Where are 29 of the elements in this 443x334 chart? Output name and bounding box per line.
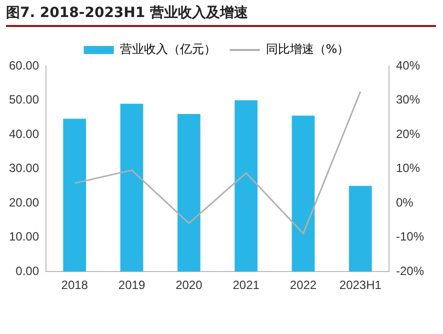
bar	[177, 114, 200, 272]
bar	[120, 104, 144, 272]
x-tick-label: 2019	[118, 278, 146, 292]
y-tick-label: 40.00	[9, 126, 40, 141]
legend-label: 营业收入（亿元）	[120, 42, 216, 56]
chart-title: 图7. 2018-2023H1 营业收入及增速	[6, 4, 436, 27]
y2-tick-label: -20%	[396, 264, 424, 278]
y-tick-label: 60.00	[9, 58, 40, 72]
y-tick-label: 20.00	[9, 195, 40, 210]
y2-tick-label: 40%	[396, 58, 420, 72]
y-tick-label: 10.00	[9, 230, 40, 244]
bar	[234, 100, 258, 272]
bar	[348, 186, 372, 272]
y-tick-label: 30.00	[9, 161, 40, 176]
x-tick-label: 2023H1	[339, 278, 382, 292]
y-tick-label: 50.00	[9, 92, 40, 107]
bar	[292, 116, 315, 272]
y2-tick-label: 0%	[396, 195, 414, 210]
y2-tick-label: 20%	[396, 126, 420, 141]
x-tick-label: 2021	[232, 278, 260, 292]
legend-label: 同比增速（%）	[266, 42, 350, 56]
x-tick-label: 2020	[176, 278, 203, 292]
y2-tick-label: -10%	[396, 230, 424, 244]
x-tick-label: 2018	[61, 278, 88, 292]
x-tick-label: 2022	[290, 278, 317, 292]
y-tick-label: 0.00	[16, 264, 40, 278]
y2-tick-label: 10%	[396, 161, 420, 176]
bar	[63, 118, 86, 272]
y2-tick-label: 30%	[396, 92, 420, 107]
